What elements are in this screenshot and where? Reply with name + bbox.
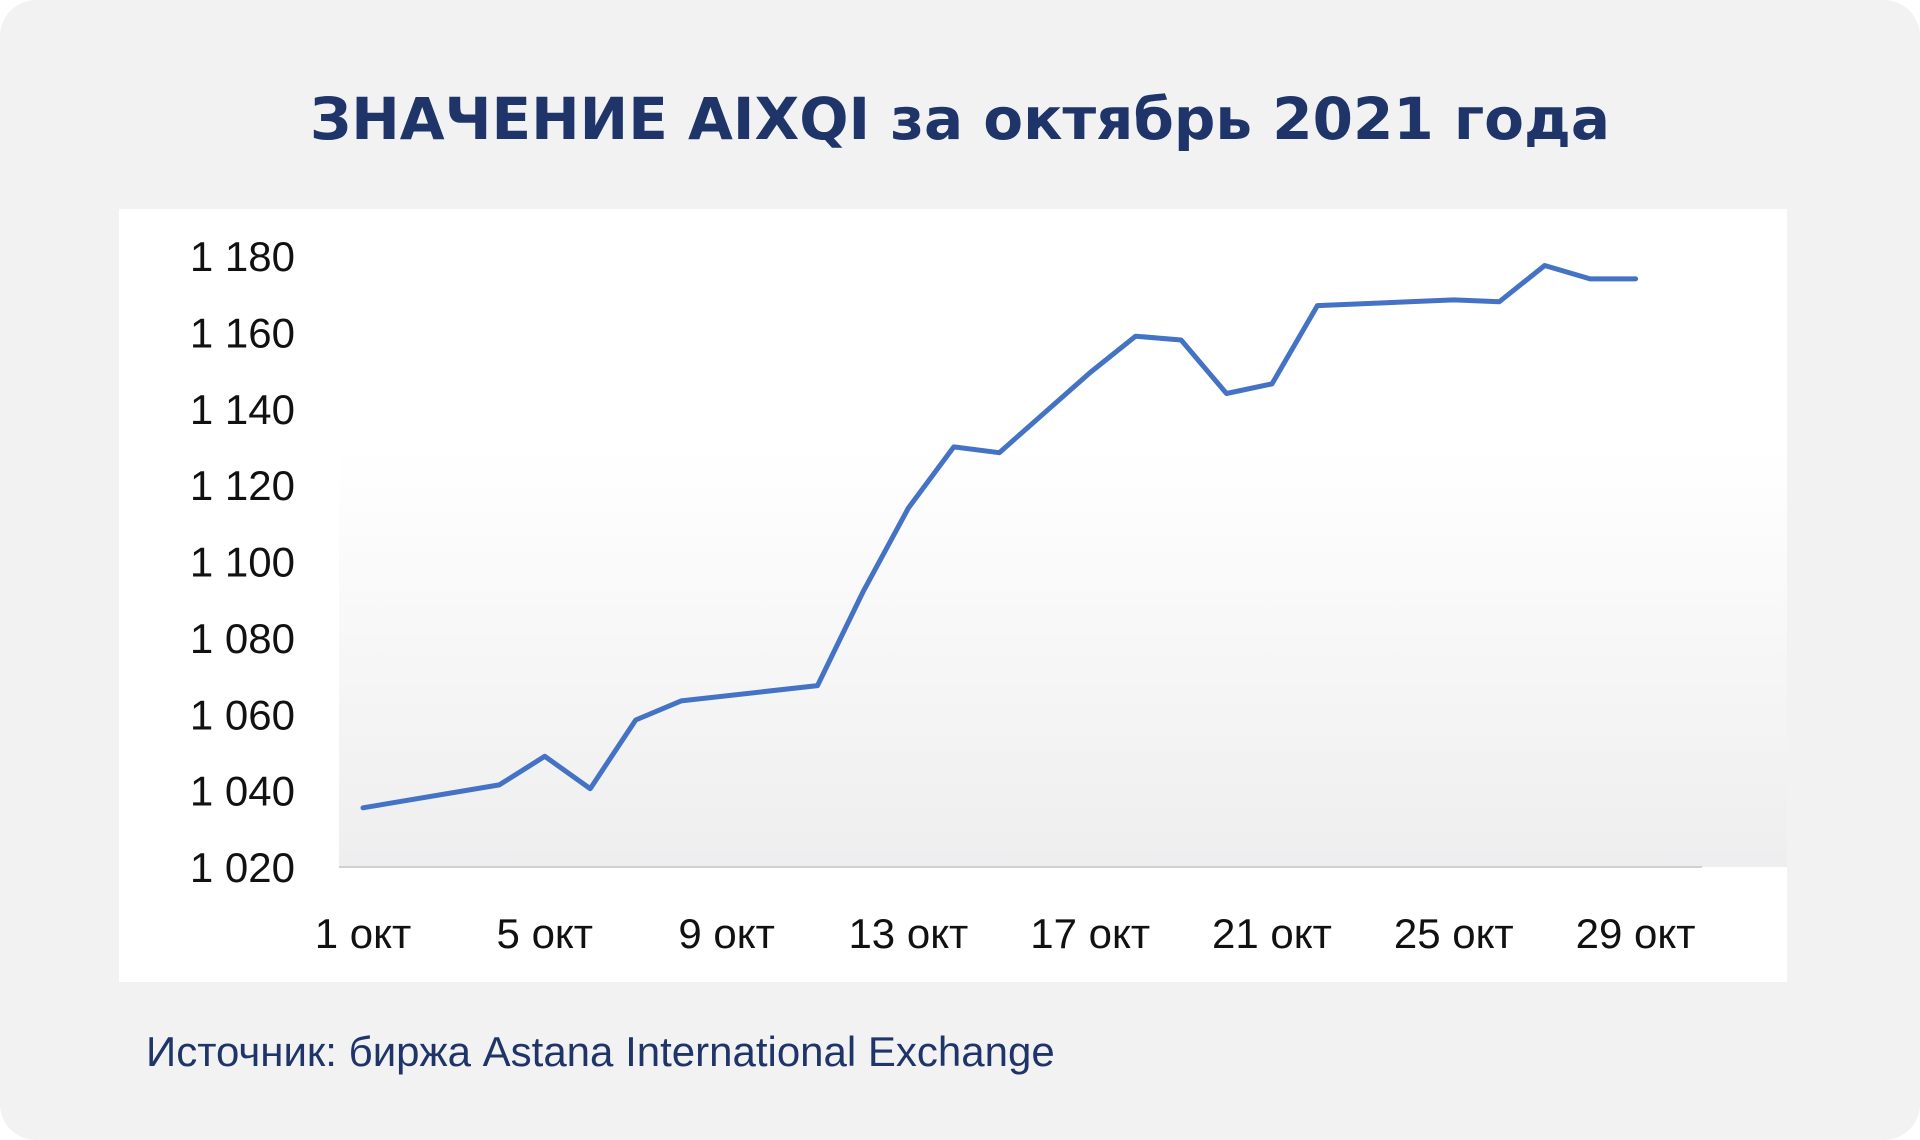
y-tick-label: 1 080 bbox=[190, 615, 295, 662]
y-axis-ticks: 1 020 1 040 1 060 1 080 1 100 1 120 1 140 1 160… bbox=[190, 233, 295, 891]
x-tick-label: 17 окт bbox=[1030, 910, 1150, 957]
source-note: Источник: биржа Astana International Exc… bbox=[146, 1028, 1055, 1075]
x-tick-label: 13 окт bbox=[848, 910, 968, 957]
y-tick-label: 1 140 bbox=[190, 386, 295, 433]
y-tick-label: 1 160 bbox=[190, 309, 295, 356]
plot-area-shade bbox=[339, 447, 1787, 867]
series-line bbox=[360, 263, 1639, 811]
y-tick-label: 1 060 bbox=[190, 691, 295, 738]
y-tick-label: 1 180 bbox=[190, 233, 295, 280]
x-tick-label: 5 окт bbox=[497, 910, 593, 957]
x-tick-label: 9 окт bbox=[678, 910, 774, 957]
x-tick-label: 21 окт bbox=[1212, 910, 1332, 957]
x-axis-ticks: 1 окт 5 окт 9 окт 13 окт 17 окт 21 окт 25 окт 2… bbox=[315, 910, 1696, 957]
x-tick-label: 1 окт bbox=[315, 910, 411, 957]
y-tick-label: 1 020 bbox=[190, 844, 295, 891]
y-tick-label: 1 120 bbox=[190, 462, 295, 509]
chart-panel: 1 020 1 040 1 060 1 080 1 100 1 120 1 140 1 160… bbox=[119, 209, 1787, 982]
y-tick-label: 1 040 bbox=[190, 768, 295, 815]
x-tick-label: 29 окт bbox=[1576, 910, 1696, 957]
x-tick-label: 25 окт bbox=[1394, 910, 1514, 957]
series-group bbox=[360, 263, 1639, 811]
y-tick-label: 1 100 bbox=[190, 539, 295, 586]
line-chart: 1 020 1 040 1 060 1 080 1 100 1 120 1 140 1 160… bbox=[190, 233, 1787, 957]
chart-title: ЗНАЧЕНИЕ AIXQI за октябрь 2021 года bbox=[309, 85, 1610, 153]
